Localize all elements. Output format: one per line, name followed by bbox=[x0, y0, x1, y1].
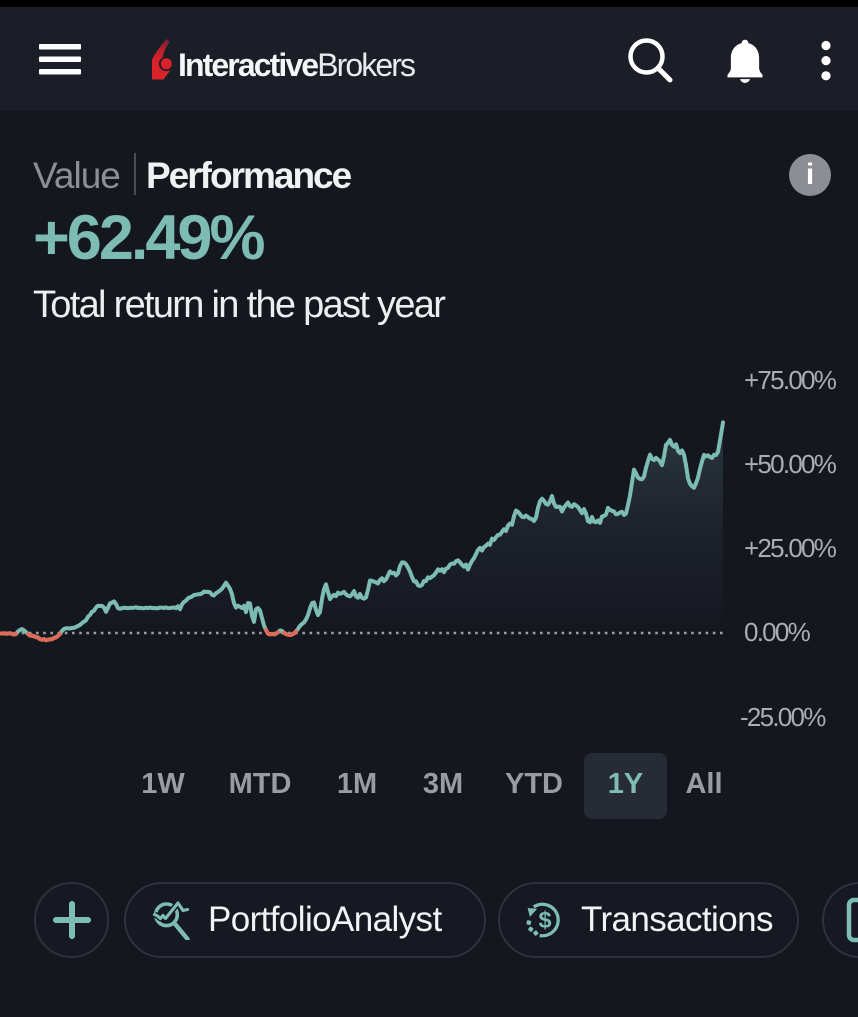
svg-text:$: $ bbox=[538, 907, 551, 933]
